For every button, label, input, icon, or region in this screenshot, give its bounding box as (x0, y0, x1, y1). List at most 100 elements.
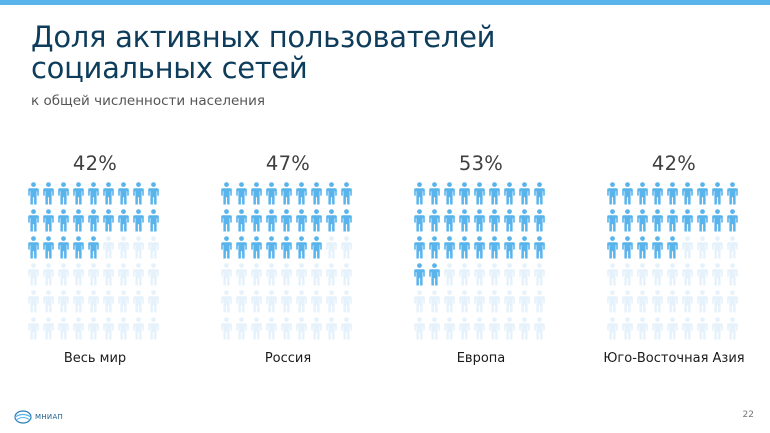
person-icon-empty (73, 263, 84, 286)
person-icon-empty (534, 263, 545, 286)
person-icon-empty (727, 290, 738, 313)
person-icon-filled (58, 209, 69, 232)
person-icon-filled (251, 182, 262, 205)
person-icon-filled (221, 236, 232, 259)
person-icon-empty (712, 263, 723, 286)
person-icon-empty (519, 290, 530, 313)
person-icon-empty (133, 236, 144, 259)
person-icon-filled (667, 236, 678, 259)
person-icon-filled (637, 182, 648, 205)
person-icon-empty (326, 317, 337, 340)
person-icon-filled (622, 182, 633, 205)
person-icon-filled (266, 209, 277, 232)
person-icon-filled (504, 182, 515, 205)
pictogram-svg (28, 182, 159, 340)
person-icon-filled (73, 182, 84, 205)
person-icon-empty (118, 236, 129, 259)
person-icon-filled (459, 236, 470, 259)
person-icon-filled (504, 236, 515, 259)
person-icon-filled (429, 182, 440, 205)
person-icon-empty (28, 290, 39, 313)
person-icon-filled (727, 209, 738, 232)
person-icon-filled (682, 182, 693, 205)
person-icon-filled (667, 209, 678, 232)
person-icon-filled (88, 236, 99, 259)
person-icon-filled (133, 182, 144, 205)
person-icon-filled (43, 209, 54, 232)
person-icon-empty (607, 263, 618, 286)
person-icon-filled (414, 209, 425, 232)
person-icon-empty (103, 263, 114, 286)
person-icon-empty (697, 263, 708, 286)
person-icon-filled (341, 182, 352, 205)
person-icon-empty (221, 317, 232, 340)
person-icon-empty (534, 317, 545, 340)
person-icon-empty (73, 290, 84, 313)
person-icon-empty (429, 317, 440, 340)
person-icon-empty (489, 317, 500, 340)
person-icon-empty (607, 290, 618, 313)
person-icon-empty (103, 236, 114, 259)
person-icon-empty (637, 263, 648, 286)
person-icon-filled (444, 236, 455, 259)
person-icon-empty (103, 290, 114, 313)
value-label-russia: 47% (265, 152, 311, 175)
value-label-europe: 53% (458, 152, 504, 175)
person-icon-empty (118, 290, 129, 313)
person-icon-empty (414, 290, 425, 313)
person-icon-empty (519, 317, 530, 340)
person-icon-empty (311, 290, 322, 313)
person-icon-empty (489, 263, 500, 286)
person-icon-filled (236, 209, 247, 232)
person-icon-empty (712, 236, 723, 259)
person-icon-filled (652, 209, 663, 232)
person-icon-empty (58, 317, 69, 340)
person-icon-filled (429, 236, 440, 259)
group-europe: 53% (414, 150, 548, 342)
person-icon-empty (148, 263, 159, 286)
person-icon-filled (296, 209, 307, 232)
person-icon-empty (504, 317, 515, 340)
person-icon-empty (697, 317, 708, 340)
group-world: 42% (28, 150, 162, 342)
person-icon-filled (296, 236, 307, 259)
person-icon-empty (236, 263, 247, 286)
person-icon-filled (607, 209, 618, 232)
person-icon-empty (296, 290, 307, 313)
slide-subtitle: к общей численности населения (31, 93, 265, 109)
person-icon-filled (103, 182, 114, 205)
person-icon-filled (88, 209, 99, 232)
person-icon-filled (459, 182, 470, 205)
person-icon-filled (712, 209, 723, 232)
person-icon-empty (251, 290, 262, 313)
person-icon-empty (652, 317, 663, 340)
person-icon-filled (489, 236, 500, 259)
person-icon-empty (622, 317, 633, 340)
person-icon-empty (326, 263, 337, 286)
top-accent-bar (0, 0, 770, 5)
pictogram-grid-sea (607, 182, 741, 342)
person-icon-empty (607, 317, 618, 340)
person-icon-filled (133, 209, 144, 232)
person-icon-filled (43, 236, 54, 259)
person-icon-empty (341, 317, 352, 340)
logo: МНИАП (14, 410, 63, 424)
person-icon-filled (148, 209, 159, 232)
person-icon-filled (652, 236, 663, 259)
pictogram-svg (414, 182, 545, 340)
person-icon-empty (712, 317, 723, 340)
person-icon-empty (727, 236, 738, 259)
category-label-sea: Юго-Восточная Азия (603, 351, 745, 366)
person-icon-empty (118, 317, 129, 340)
person-icon-empty (43, 263, 54, 286)
person-icon-filled (58, 236, 69, 259)
person-icon-filled (607, 236, 618, 259)
person-icon-empty (281, 290, 292, 313)
person-icon-empty (148, 236, 159, 259)
person-icon-filled (444, 182, 455, 205)
person-icon-empty (459, 263, 470, 286)
person-icon-filled (311, 236, 322, 259)
person-icon-empty (727, 263, 738, 286)
pictogram-grid-europe (414, 182, 548, 342)
person-icon-filled (622, 236, 633, 259)
